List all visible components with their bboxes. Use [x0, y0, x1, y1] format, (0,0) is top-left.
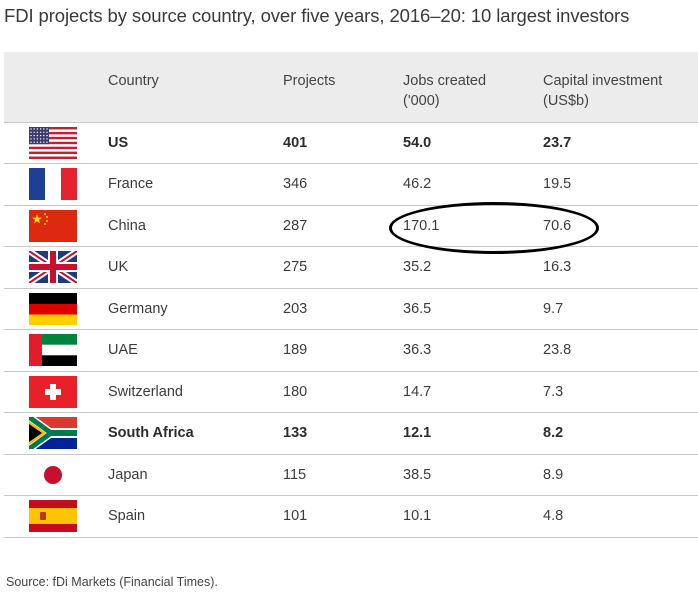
capital-cell: 19.5	[543, 176, 572, 193]
header-projects: Projects	[283, 73, 336, 89]
spain-flag	[29, 500, 77, 533]
projects-cell: 189	[283, 342, 308, 359]
table-row: France 346 46.2 19.5	[4, 164, 698, 206]
jobs-cell: 36.3	[403, 342, 432, 359]
us-flag	[29, 126, 77, 159]
fdi-table: Country Projects Jobs created ('000) Cap…	[4, 52, 698, 538]
jobs-cell: 54.0	[403, 134, 432, 151]
projects-cell: 275	[283, 259, 308, 276]
flag-cell	[4, 247, 108, 289]
flag-cell	[4, 413, 108, 455]
header-jobs: Jobs created ('000)	[403, 52, 543, 122]
capital-cell: 23.7	[543, 134, 572, 151]
flag-cell	[4, 454, 108, 496]
header-jobs-line2: ('000)	[403, 93, 440, 109]
switzerland-flag	[29, 375, 77, 408]
china-highlight-ellipse	[389, 202, 599, 254]
uae-flag	[29, 334, 77, 367]
jobs-cell: 35.2	[403, 259, 432, 276]
country-cell: Japan	[108, 466, 148, 483]
source-note: Source: fDi Markets (Financial Times).	[6, 575, 218, 589]
capital-cell: 23.8	[543, 342, 572, 359]
flag-cell	[4, 205, 108, 247]
table-row: South Africa 133 12.1 8.2	[4, 413, 698, 455]
projects-cell: 203	[283, 300, 308, 317]
header-row: Country Projects Jobs created ('000) Cap…	[4, 52, 698, 122]
table-row: US 401 54.0 23.7	[4, 122, 698, 164]
capital-cell: 8.9	[543, 466, 564, 483]
table-row: Spain 101 10.1 4.8	[4, 496, 698, 538]
jobs-cell: 36.5	[403, 300, 432, 317]
france-flag	[29, 168, 77, 201]
chart-title: FDI projects by source country, over fiv…	[4, 5, 630, 26]
header-capital-line1: Capital investment	[543, 73, 663, 89]
japan-flag	[29, 458, 77, 491]
country-cell: UAE	[108, 342, 138, 359]
country-cell: Germany	[108, 300, 168, 317]
flag-cell	[4, 122, 108, 164]
jobs-cell: 12.1	[403, 425, 432, 442]
capital-cell: 9.7	[543, 300, 564, 317]
header-capital: Capital investment (US$b)	[543, 52, 698, 122]
jobs-cell: 10.1	[403, 508, 432, 525]
table-row: UK 275 35.2 16.3	[4, 247, 698, 289]
table-header: Country Projects Jobs created ('000) Cap…	[4, 52, 698, 122]
country-cell: China	[108, 217, 146, 234]
projects-cell: 180	[283, 383, 308, 400]
country-cell: UK	[108, 259, 129, 276]
uk-flag	[29, 251, 77, 284]
flag-cell	[4, 371, 108, 413]
table-row: Switzerland 180 14.7 7.3	[4, 371, 698, 413]
projects-cell: 287	[283, 217, 308, 234]
table-row: Germany 203 36.5 9.7	[4, 288, 698, 330]
flag-cell	[4, 330, 108, 372]
capital-cell: 8.2	[543, 425, 564, 442]
fdi-table-container: Country Projects Jobs created ('000) Cap…	[4, 52, 698, 538]
projects-cell: 115	[283, 466, 307, 483]
header-country: Country	[108, 73, 159, 89]
china-flag	[29, 209, 77, 242]
table-row: UAE 189 36.3 23.8	[4, 330, 698, 372]
projects-cell: 401	[283, 134, 308, 151]
projects-cell: 346	[283, 176, 308, 193]
jobs-cell: 46.2	[403, 176, 432, 193]
table-row: Japan 115 38.5 8.9	[4, 454, 698, 496]
flag-cell	[4, 496, 108, 538]
south-africa-flag	[29, 417, 77, 450]
flag-cell	[4, 164, 108, 206]
capital-cell: 7.3	[543, 383, 564, 400]
country-cell: South Africa	[108, 425, 194, 442]
capital-cell: 16.3	[543, 259, 572, 276]
projects-cell: 101	[283, 508, 308, 525]
header-capital-line2: (US$b)	[543, 93, 589, 109]
header-flag-cell	[4, 52, 108, 122]
country-cell: Spain	[108, 508, 146, 525]
country-cell: US	[108, 134, 129, 151]
header-jobs-line1: Jobs created	[403, 73, 487, 89]
table-body: US 401 54.0 23.7 France 346 46.2 19.5 China 287 17…	[4, 122, 698, 537]
jobs-cell: 38.5	[403, 466, 432, 483]
germany-flag	[29, 292, 77, 325]
capital-cell: 4.8	[543, 508, 564, 525]
projects-cell: 133	[283, 425, 308, 442]
flag-cell	[4, 288, 108, 330]
country-cell: Switzerland	[108, 383, 183, 400]
jobs-cell: 14.7	[403, 383, 432, 400]
country-cell: France	[108, 176, 154, 193]
